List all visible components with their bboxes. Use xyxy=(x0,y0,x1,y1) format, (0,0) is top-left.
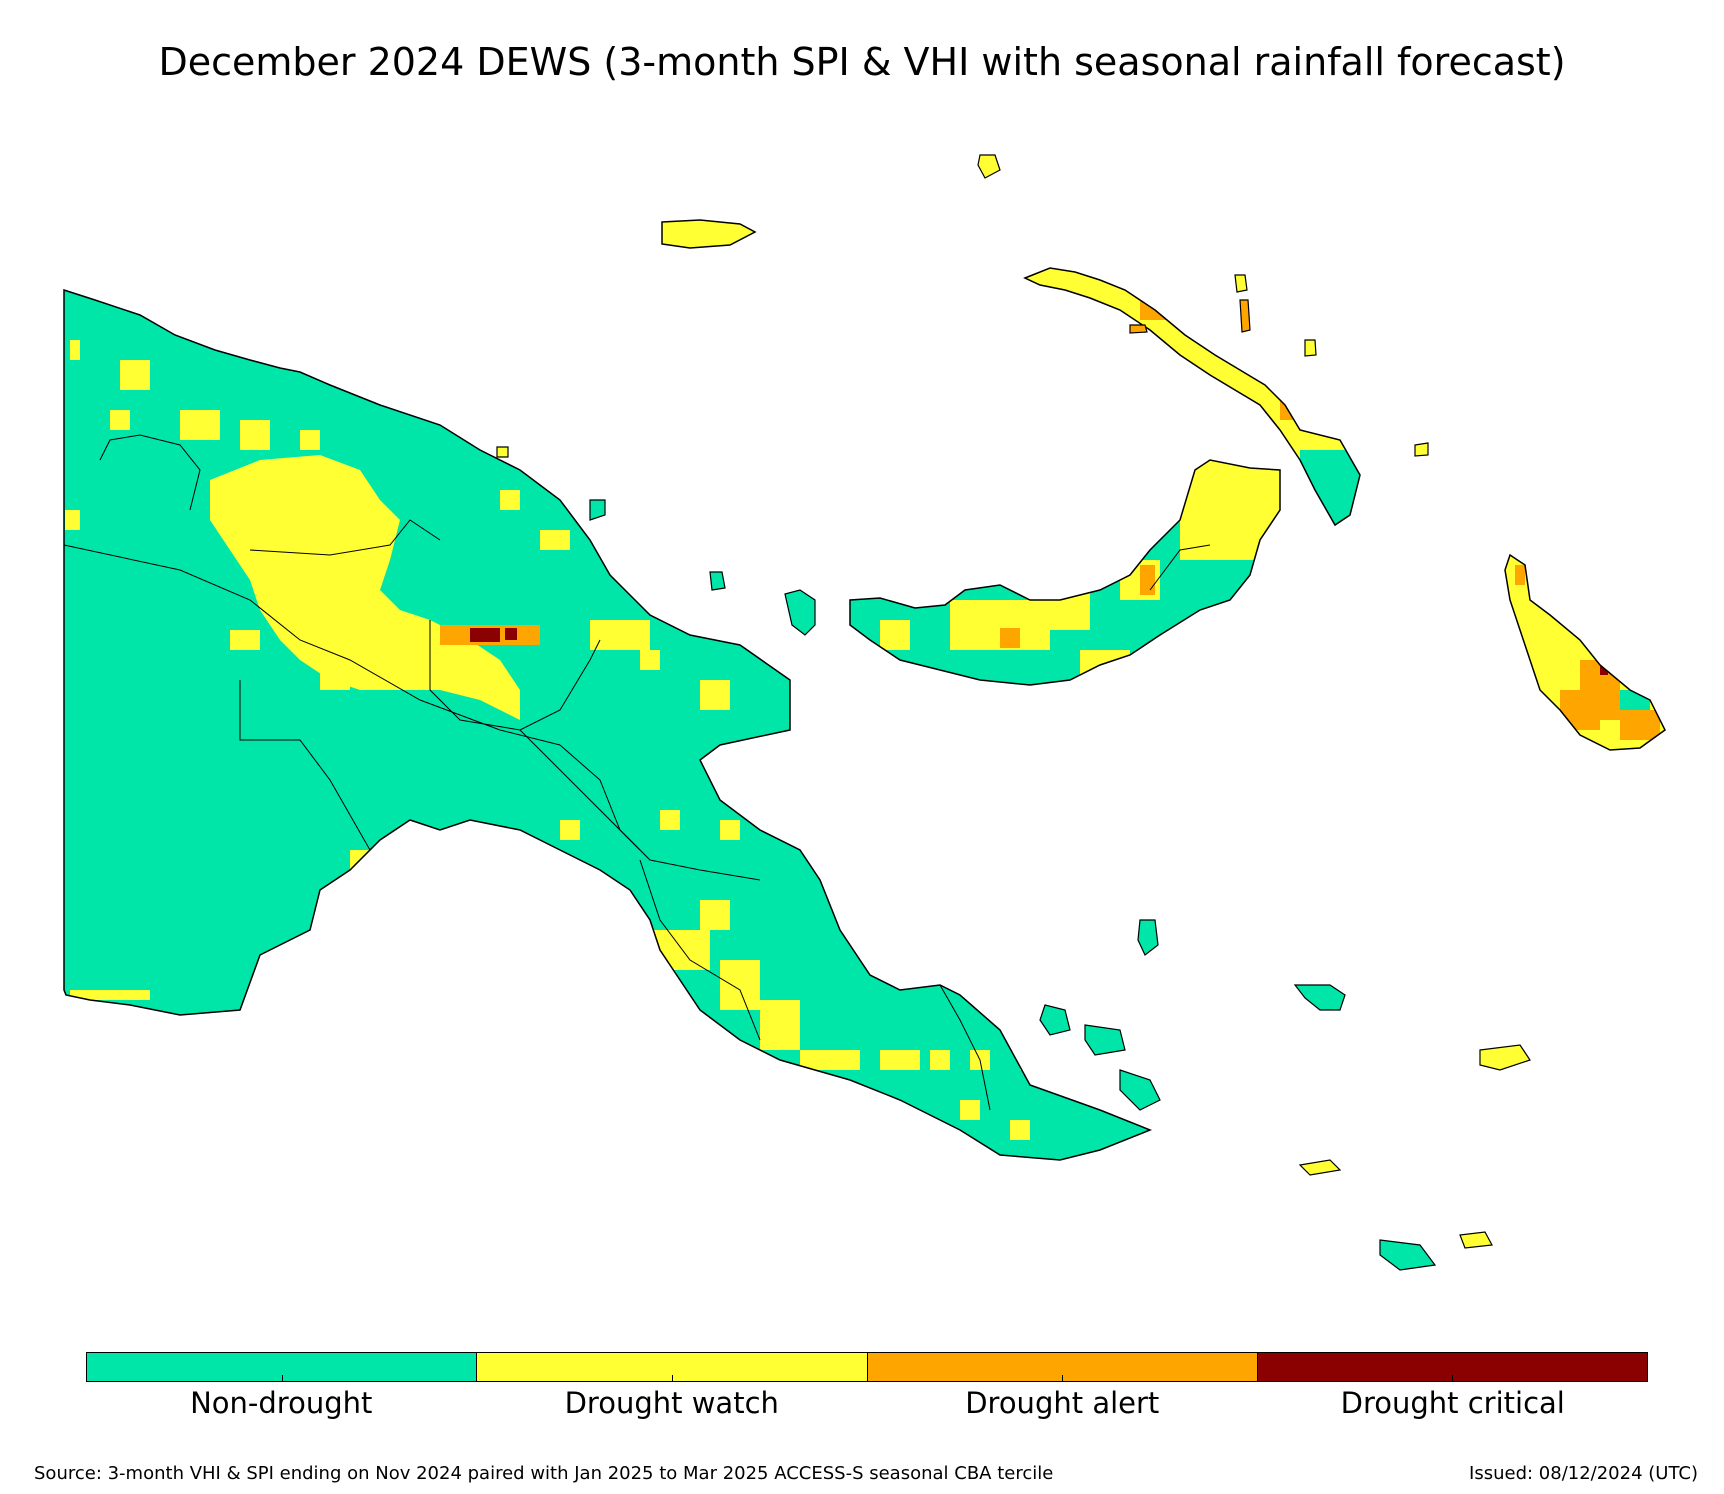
issued-date: Issued: 08/12/2024 (UTC) xyxy=(1469,1463,1698,1484)
bougainville-region xyxy=(1504,554,1666,751)
legend-swatch-non-drought xyxy=(87,1353,477,1381)
map-title: December 2024 DEWS (3-month SPI & VHI wi… xyxy=(158,40,1566,84)
legend-labels: Non-drought Drought watch Drought alert … xyxy=(86,1386,1648,1420)
small-islands xyxy=(496,154,1531,1271)
legend-colorbar xyxy=(86,1352,1648,1382)
legend-label-drought-alert: Drought alert xyxy=(965,1386,1160,1420)
source-note: Source: 3-month VHI & SPI ending on Nov … xyxy=(34,1463,1054,1484)
manus-region xyxy=(661,219,756,249)
legend-label-drought-watch: Drought watch xyxy=(564,1386,779,1420)
legend-swatch-drought-critical xyxy=(1256,1353,1647,1381)
legend-label-non-drought: Non-drought xyxy=(190,1386,373,1420)
new-britain-region xyxy=(849,459,1281,686)
legend-swatch-drought-watch xyxy=(476,1353,867,1381)
legend-label-drought-critical: Drought critical xyxy=(1340,1386,1565,1420)
drought-map xyxy=(63,154,1666,1271)
mainland-region xyxy=(63,289,1151,1161)
legend-swatch-drought-alert xyxy=(866,1353,1257,1381)
